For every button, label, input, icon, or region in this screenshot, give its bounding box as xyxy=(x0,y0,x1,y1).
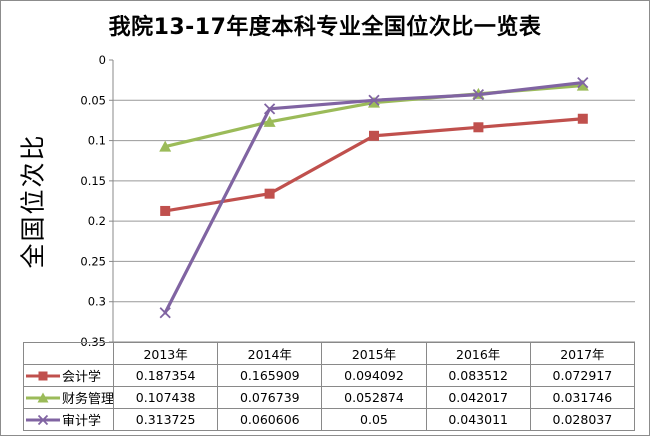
value-cell: 0.165909 xyxy=(217,364,323,387)
value-cell: 0.043011 xyxy=(425,408,531,431)
data-point-marker xyxy=(472,89,485,101)
value-cell: 0.094092 xyxy=(321,364,427,387)
data-point-marker xyxy=(577,113,588,124)
value-cell: 0.187354 xyxy=(112,364,219,387)
data-point-marker xyxy=(368,96,380,108)
y-tick-label: 0.2 xyxy=(88,214,106,228)
year-header-cell: 2013年 xyxy=(112,342,219,365)
year-header-cell: 2016年 xyxy=(425,342,531,365)
y-tick-label: 0.05 xyxy=(80,93,106,107)
data-point-marker xyxy=(576,79,589,91)
series-marker-icon xyxy=(25,370,61,382)
series-name-label: 财务管理 xyxy=(62,392,114,407)
legend-cell: 会计学 xyxy=(23,364,114,387)
table-row: 审计学 0.313725 0.060606 0.05 0.043011 0.02… xyxy=(23,408,636,431)
y-tick-label: 0.15 xyxy=(80,174,106,188)
y-tick-label: 0.1 xyxy=(88,134,106,148)
data-point-marker xyxy=(263,103,276,115)
data-point-marker xyxy=(37,392,49,402)
data-point-marker xyxy=(159,307,171,319)
value-cell: 0.05 xyxy=(321,408,427,431)
year-header-cell: 2015年 xyxy=(321,342,427,365)
y-tick-label: 0 xyxy=(99,53,106,67)
value-cell: 0.072917 xyxy=(529,364,636,387)
table-header-row: 2013年 2014年 2015年 2016年 2017年 xyxy=(23,342,636,365)
value-cell: 0.028037 xyxy=(529,408,636,431)
series-name-label: 审计学 xyxy=(62,414,102,429)
table-corner-cell xyxy=(23,342,114,365)
data-point-marker xyxy=(369,130,379,141)
year-header-cell: 2017年 xyxy=(529,342,636,365)
value-cell: 0.083512 xyxy=(425,364,531,387)
data-point-marker xyxy=(37,414,49,425)
value-cell: 0.052874 xyxy=(321,386,427,409)
data-table: 2013年 2014年 2015年 2016年 2017年 会计学 0.1873… xyxy=(23,342,636,431)
data-point-marker xyxy=(159,140,172,152)
series-marker-icon xyxy=(25,392,61,404)
series-line xyxy=(163,80,585,315)
table-row: 会计学 0.187354 0.165909 0.094092 0.083512 … xyxy=(23,364,636,387)
table-row: 财务管理 0.107438 0.076739 0.052874 0.042017… xyxy=(23,386,636,409)
data-point-marker xyxy=(263,115,276,127)
value-cell: 0.107438 xyxy=(112,386,219,409)
data-point-marker xyxy=(264,188,275,199)
y-tick-label: 0.25 xyxy=(80,254,106,268)
value-cell: 0.031746 xyxy=(529,386,636,409)
value-cell: 0.042017 xyxy=(425,386,531,409)
data-point-marker xyxy=(160,205,171,216)
legend-cell: 财务管理 xyxy=(23,386,114,409)
y-tick-label: 0.3 xyxy=(88,295,106,309)
chart-title: 我院13-17年度本科专业全国位次比一览表 xyxy=(108,15,542,40)
data-point-marker xyxy=(38,371,48,380)
year-header-cell: 2014年 xyxy=(217,342,323,365)
legend-cell: 审计学 xyxy=(23,408,114,431)
series-name-label: 会计学 xyxy=(62,370,102,385)
value-cell: 0.060606 xyxy=(217,408,323,431)
value-cell: 0.313725 xyxy=(112,408,219,431)
data-point-marker xyxy=(473,122,484,133)
data-point-marker xyxy=(577,76,589,89)
series-marker-icon xyxy=(25,414,61,426)
value-cell: 0.076739 xyxy=(217,386,323,409)
data-point-marker xyxy=(368,94,380,106)
